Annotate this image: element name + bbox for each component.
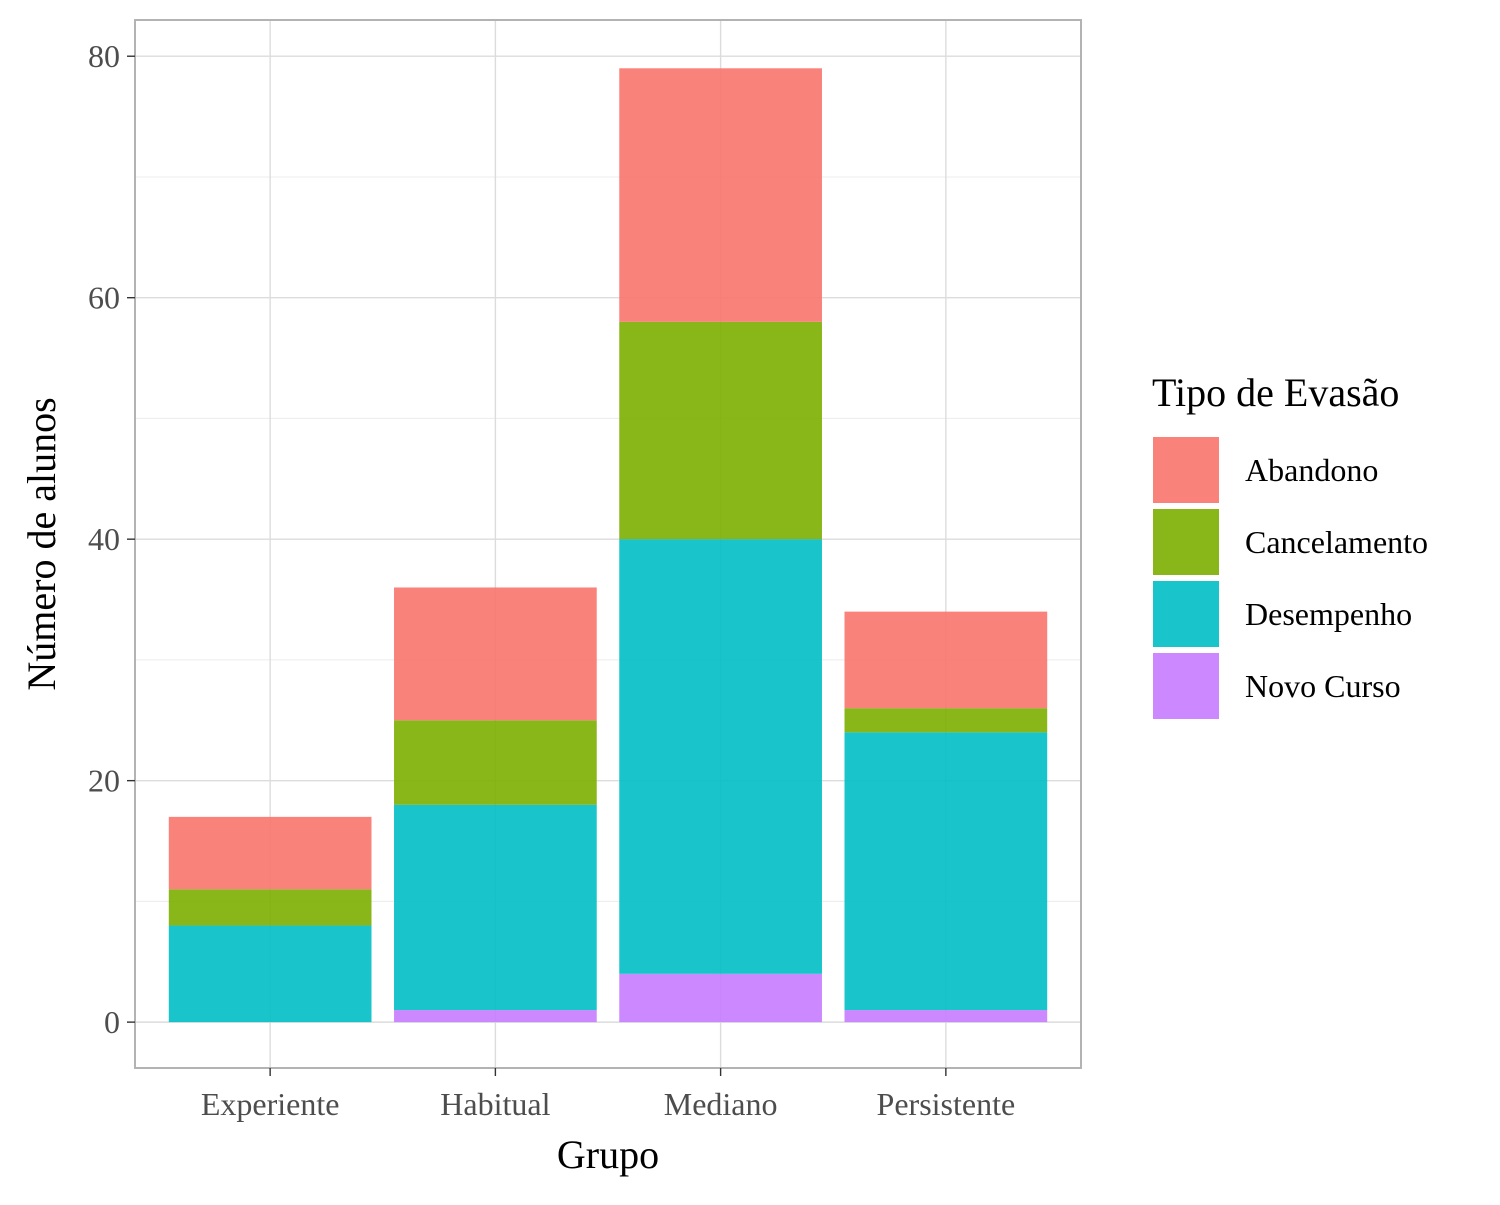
y-tick-label: 20 bbox=[88, 763, 120, 799]
legend-key-abandono bbox=[1153, 437, 1219, 503]
legend-label-abandono: Abandono bbox=[1245, 452, 1378, 488]
x-tick-label: Habitual bbox=[440, 1086, 550, 1122]
legend-label-novo-curso: Novo Curso bbox=[1245, 668, 1401, 704]
y-axis-ticks: 0 20 40 60 80 bbox=[88, 38, 135, 1040]
bar-segment-cancelamento-persistente bbox=[844, 708, 1048, 733]
y-tick-label: 0 bbox=[104, 1004, 120, 1040]
legend-title: Tipo de Evasão bbox=[1152, 370, 1399, 415]
bar-segment-cancelamento-mediano bbox=[619, 321, 822, 540]
legend-items: Abandono Cancelamento Desempenho Novo Curso bbox=[1153, 437, 1428, 719]
bar-segment-cancelamento-habitual bbox=[394, 720, 597, 805]
legend-key-cancelamento bbox=[1153, 509, 1219, 575]
bar-segment-desempenho-mediano bbox=[619, 539, 822, 974]
y-tick-label: 80 bbox=[88, 38, 120, 74]
legend-label-cancelamento: Cancelamento bbox=[1245, 524, 1428, 560]
panel-border bbox=[134, 19, 1082, 1069]
bar-segment-abandono-experiente bbox=[168, 816, 372, 890]
legend-key-novo-curso bbox=[1153, 653, 1219, 719]
bar-segment-cancelamento-experiente bbox=[168, 889, 372, 926]
bar-segment-novo-curso-habitual bbox=[394, 1010, 597, 1023]
y-tick-label: 60 bbox=[88, 280, 120, 316]
bar-segment-novo-curso-mediano bbox=[619, 973, 822, 1023]
y-axis-title: Número de alunos bbox=[19, 397, 64, 690]
x-tick-label: Experiente bbox=[201, 1086, 340, 1122]
bars bbox=[168, 68, 1048, 1023]
bar-segment-abandono-habitual bbox=[394, 587, 597, 721]
bar-segment-abandono-persistente bbox=[844, 611, 1048, 709]
legend-key-desempenho bbox=[1153, 581, 1219, 647]
bar-segment-desempenho-persistente bbox=[844, 732, 1048, 1011]
x-tick-label: Mediano bbox=[664, 1086, 778, 1122]
legend: Tipo de Evasão Abandono Cancelamento Desem… bbox=[1152, 370, 1428, 719]
bar-segment-desempenho-experiente bbox=[168, 925, 372, 1023]
x-tick-label: Persistente bbox=[877, 1086, 1016, 1122]
y-tick-label: 40 bbox=[88, 521, 120, 557]
legend-label-desempenho: Desempenho bbox=[1245, 596, 1412, 632]
bar-segment-desempenho-habitual bbox=[394, 804, 597, 1011]
x-axis-ticks: Experiente Habitual Mediano Persistente bbox=[201, 1068, 1015, 1122]
x-axis-title: Grupo bbox=[557, 1132, 659, 1177]
bar-segment-abandono-mediano bbox=[619, 68, 822, 322]
bar-segment-novo-curso-persistente bbox=[844, 1010, 1048, 1023]
